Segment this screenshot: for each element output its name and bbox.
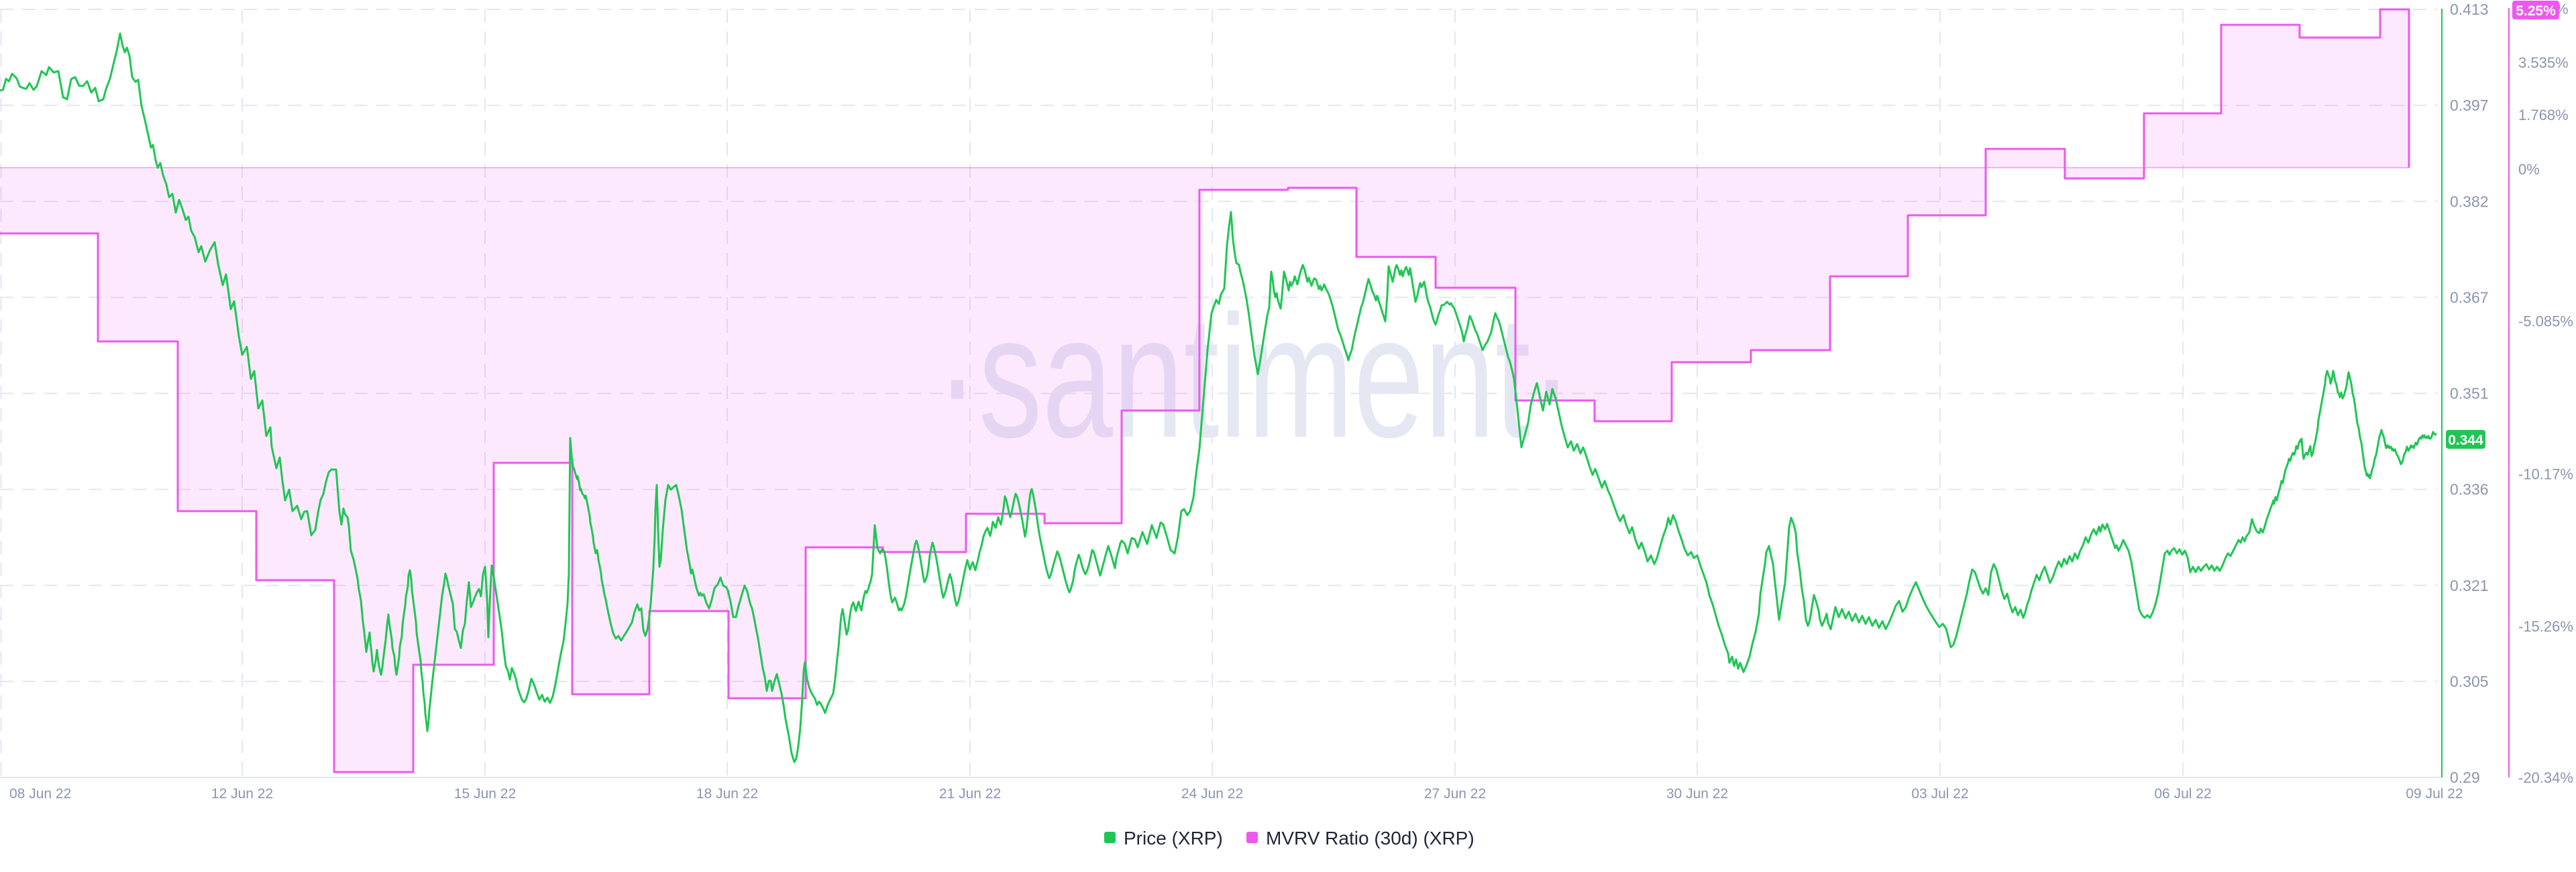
svg-text:0.351: 0.351 — [2450, 385, 2489, 402]
svg-text:5.25%: 5.25% — [2516, 3, 2556, 19]
svg-text:3.535%: 3.535% — [2518, 54, 2569, 71]
svg-text:08 Jun 22: 08 Jun 22 — [9, 786, 71, 802]
svg-text:Price (XRP): Price (XRP) — [1124, 828, 1223, 849]
svg-text:12 Jun 22: 12 Jun 22 — [211, 786, 273, 802]
svg-text:·santiment·: ·santiment· — [936, 280, 1572, 474]
svg-text:-20.34%: -20.34% — [2518, 769, 2573, 786]
svg-text:0.382: 0.382 — [2450, 193, 2489, 210]
svg-text:21 Jun 22: 21 Jun 22 — [939, 786, 1001, 802]
svg-text:-10.17%: -10.17% — [2518, 466, 2573, 483]
svg-text:0.344: 0.344 — [2448, 433, 2483, 448]
svg-text:0.336: 0.336 — [2450, 481, 2489, 498]
svg-text:-5.085%: -5.085% — [2518, 313, 2573, 330]
svg-text:0.305: 0.305 — [2450, 673, 2489, 690]
svg-text:0.321: 0.321 — [2450, 577, 2489, 594]
svg-text:30 Jun 22: 30 Jun 22 — [1666, 786, 1728, 802]
svg-text:03 Jul 22: 03 Jul 22 — [1911, 786, 1968, 802]
svg-text:15 Jun 22: 15 Jun 22 — [454, 786, 516, 802]
svg-text:27 Jun 22: 27 Jun 22 — [1424, 786, 1486, 802]
svg-text:MVRV Ratio (30d) (XRP): MVRV Ratio (30d) (XRP) — [1266, 828, 1474, 849]
svg-text:0%: 0% — [2518, 161, 2540, 178]
svg-text:0.413: 0.413 — [2450, 1, 2489, 18]
svg-text:1.768%: 1.768% — [2518, 107, 2569, 123]
svg-text:09 Jul 22: 09 Jul 22 — [2406, 786, 2463, 802]
svg-text:0.29: 0.29 — [2450, 769, 2480, 786]
svg-text:06 Jul 22: 06 Jul 22 — [2154, 786, 2211, 802]
svg-text:0.397: 0.397 — [2450, 97, 2489, 114]
svg-text:0.367: 0.367 — [2450, 288, 2489, 306]
svg-text:18 Jun 22: 18 Jun 22 — [696, 786, 758, 802]
svg-text:-15.26%: -15.26% — [2518, 618, 2573, 635]
svg-text:24 Jun 22: 24 Jun 22 — [1181, 786, 1243, 802]
